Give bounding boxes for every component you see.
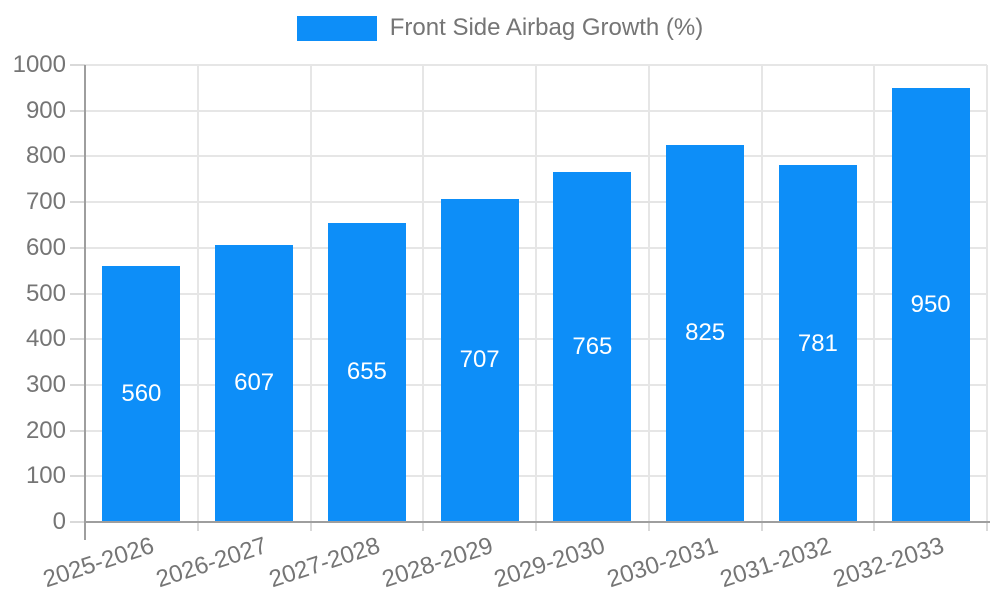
y-axis-line bbox=[84, 65, 86, 540]
y-tick-label: 900 bbox=[25, 96, 66, 124]
bar-2027-2028[interactable] bbox=[327, 222, 406, 522]
x-tick-mark bbox=[422, 522, 425, 531]
y-tick-label: 700 bbox=[25, 188, 66, 216]
y-tick-label: 800 bbox=[25, 142, 66, 170]
x-tick-mark bbox=[309, 522, 312, 531]
x-tick-label: 2027-2028 bbox=[265, 532, 384, 594]
bar-2031-2032[interactable] bbox=[778, 165, 857, 522]
gridline-vertical bbox=[760, 65, 763, 522]
x-tick-label: 2025-2026 bbox=[40, 532, 158, 594]
legend-label: Front Side Airbag Growth (%) bbox=[389, 14, 704, 41]
y-tick-mark bbox=[70, 201, 85, 204]
x-tick-mark bbox=[196, 522, 199, 531]
x-tick-mark bbox=[873, 522, 876, 531]
gridline-vertical bbox=[309, 65, 312, 522]
gridline-vertical bbox=[422, 65, 425, 522]
y-tick-label: 300 bbox=[25, 370, 66, 398]
x-tick-label: 2029-2030 bbox=[491, 532, 609, 594]
x-axis-line bbox=[84, 521, 990, 523]
y-tick-mark bbox=[70, 429, 85, 432]
y-tick-mark bbox=[70, 521, 85, 523]
y-tick-mark bbox=[70, 109, 85, 112]
y-tick-mark bbox=[70, 64, 85, 66]
bar-2028-2029[interactable] bbox=[440, 198, 519, 522]
gridline-vertical bbox=[873, 65, 876, 522]
x-tick-label: 2026-2027 bbox=[152, 532, 271, 594]
gridline-vertical bbox=[647, 65, 650, 522]
bar-2029-2030[interactable] bbox=[553, 172, 632, 522]
bar-2032-2033[interactable] bbox=[891, 87, 970, 522]
bar-2026-2027[interactable] bbox=[215, 244, 294, 522]
x-tick-mark bbox=[986, 522, 988, 531]
y-tick-label: 0 bbox=[52, 508, 66, 535]
y-tick-label: 100 bbox=[25, 462, 66, 490]
y-tick-mark bbox=[70, 246, 85, 249]
gridline-vertical bbox=[986, 65, 988, 522]
gridline-vertical bbox=[196, 65, 199, 522]
y-tick-mark bbox=[70, 383, 85, 386]
bar-2025-2026[interactable] bbox=[102, 266, 181, 522]
gridline-vertical bbox=[535, 65, 537, 522]
legend-item[interactable]: Front Side Airbag Growth (%) bbox=[0, 14, 1000, 42]
x-tick-mark bbox=[535, 522, 537, 531]
y-tick-mark bbox=[70, 155, 85, 158]
y-tick-label: 600 bbox=[25, 233, 66, 261]
y-tick-mark bbox=[70, 475, 85, 478]
y-tick-mark bbox=[70, 292, 85, 295]
y-tick-label: 1000 bbox=[12, 51, 66, 78]
legend-swatch-icon bbox=[296, 15, 377, 41]
y-tick-label: 400 bbox=[25, 325, 66, 353]
x-tick-mark bbox=[760, 522, 763, 531]
y-tick-mark bbox=[70, 338, 85, 341]
y-tick-label: 200 bbox=[25, 416, 66, 444]
x-tick-label: 2030-2031 bbox=[603, 532, 722, 594]
x-tick-mark bbox=[647, 522, 650, 531]
x-tick-label: 2028-2029 bbox=[378, 532, 496, 594]
x-tick-label: 2031-2032 bbox=[716, 532, 835, 594]
bar-2030-2031[interactable] bbox=[666, 144, 745, 522]
y-tick-label: 500 bbox=[25, 279, 66, 307]
x-tick-label: 2032-2033 bbox=[829, 532, 947, 594]
